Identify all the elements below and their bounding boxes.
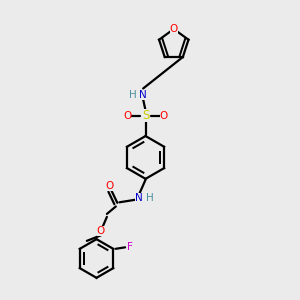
Text: N: N <box>135 193 143 203</box>
Text: S: S <box>142 109 149 122</box>
Text: H: H <box>129 90 136 100</box>
Text: O: O <box>123 111 131 121</box>
Text: O: O <box>170 24 178 34</box>
Text: H: H <box>146 193 153 203</box>
Text: N: N <box>139 90 147 100</box>
Text: F: F <box>127 242 133 252</box>
Text: O: O <box>97 226 105 236</box>
Text: O: O <box>106 181 114 191</box>
Text: O: O <box>160 111 168 121</box>
